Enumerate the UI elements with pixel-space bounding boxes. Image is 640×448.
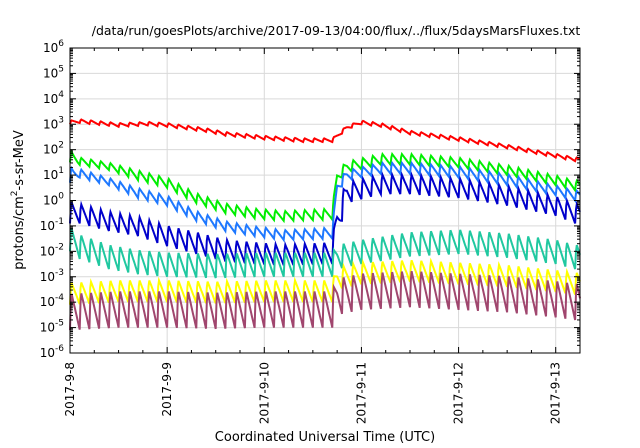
series-line xyxy=(69,228,581,279)
series-line xyxy=(69,148,581,224)
y-axis-label-sup: 2 xyxy=(10,190,20,196)
x-tick-label: 2017-9-13 xyxy=(549,362,563,424)
x-axis-label: Coordinated Universal Time (UTC) xyxy=(215,430,435,445)
y-tick-label: 10-2 xyxy=(40,242,64,258)
y-tick-label: 102 xyxy=(43,141,64,157)
y-tick-label: 10-1 xyxy=(40,217,64,233)
y-tick-label: 10-5 xyxy=(40,319,64,335)
y-axis-label-main: protons/cm xyxy=(12,196,27,270)
y-tick-label: 10-3 xyxy=(40,268,64,284)
y-tick-label: 101 xyxy=(43,166,64,182)
x-axis: 2017-9-8 2017-9-9 2017-9-10 2017-9-11 2017-9… xyxy=(63,48,581,424)
x-tick-label: 2017-9-11 xyxy=(354,362,368,424)
y-tick-label: 104 xyxy=(43,90,64,106)
y-tick-label: 105 xyxy=(43,64,64,80)
y-tick-label: 100 xyxy=(43,192,64,208)
x-tick-label: 2017-9-12 xyxy=(452,362,466,424)
series-layer xyxy=(69,118,581,331)
x-tick-label: 2017-9-8 xyxy=(63,362,77,416)
series-line xyxy=(69,270,581,331)
y-axis: 10-6 10-5 10-4 10-3 10-2 10-1 100 101 102 103 104 1… xyxy=(40,39,580,360)
y-tick-label: 103 xyxy=(43,115,64,131)
series-line xyxy=(69,160,581,243)
y-axis-label: protons/cm2-s-sr-MeV xyxy=(10,130,27,270)
y-axis-label-rest: -s-sr-MeV xyxy=(12,130,27,190)
x-tick-label: 2017-9-10 xyxy=(257,362,271,424)
chart-title: /data/run/goesPlots/archive/2017-09-13/0… xyxy=(92,23,581,38)
series-line xyxy=(69,257,581,305)
y-tick-label: 10-4 xyxy=(40,293,65,309)
y-tick-label: 10-6 xyxy=(40,344,65,360)
series-line xyxy=(69,118,581,163)
y-tick-label: 106 xyxy=(43,39,64,55)
x-tick-label: 2017-9-9 xyxy=(160,362,174,416)
series-line xyxy=(69,171,581,266)
